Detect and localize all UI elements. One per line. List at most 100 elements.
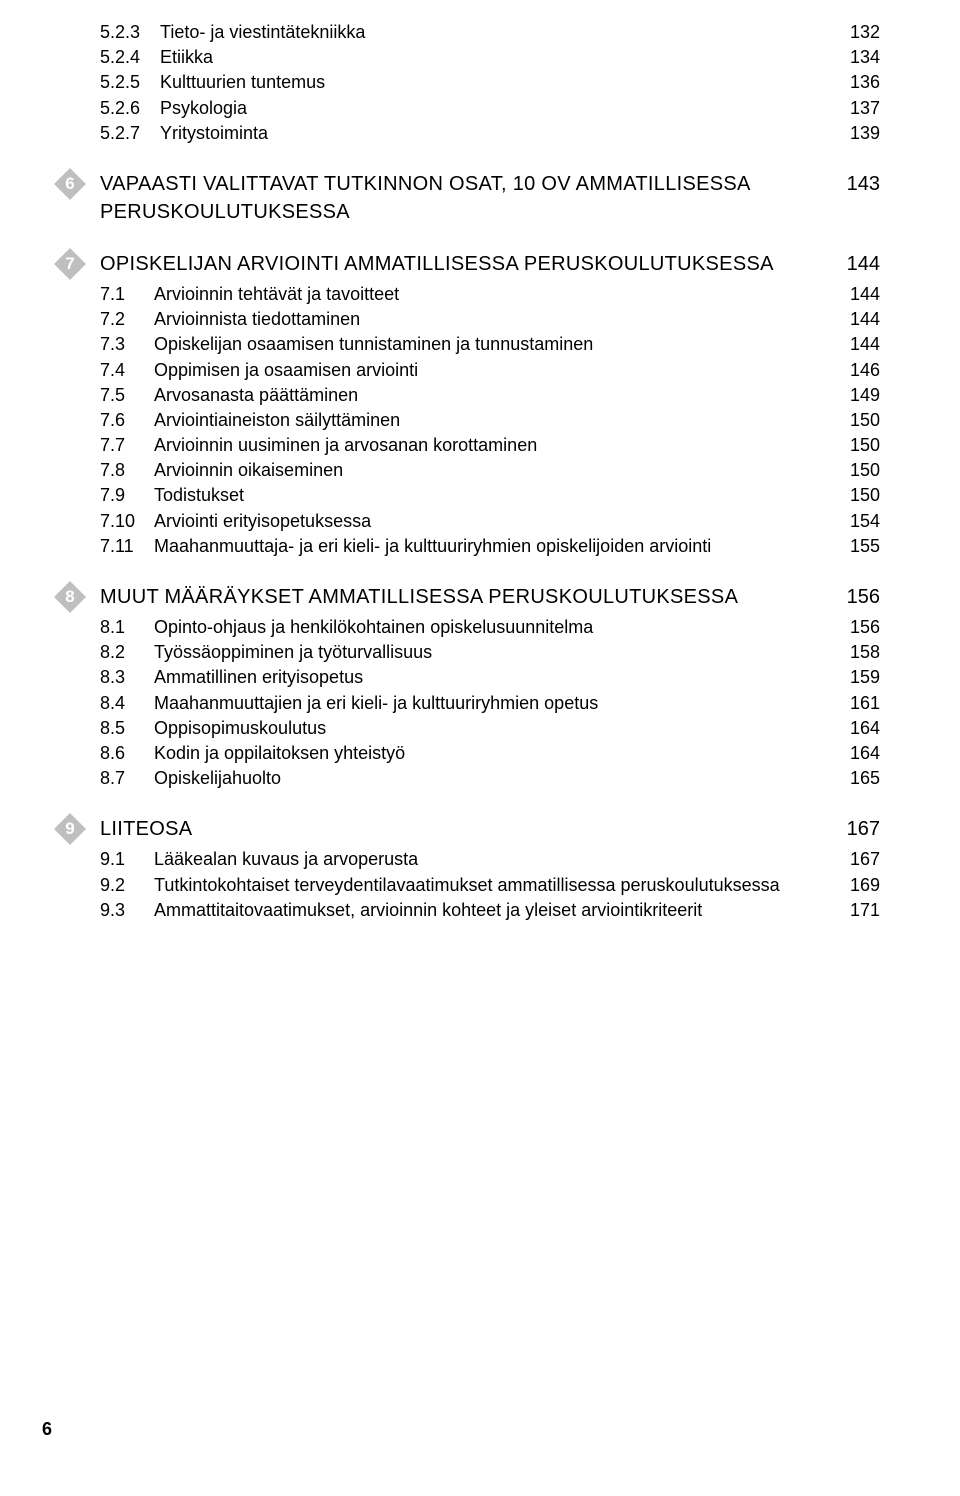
toc-title-label: MUUT MÄÄRÄYKSET AMMATILLISESSA PERUSKOUL… <box>100 583 738 611</box>
toc-item-number: 7.3 <box>100 332 154 357</box>
toc-item-number: 5.2.4 <box>100 45 160 70</box>
toc-item-page: 155 <box>840 534 880 559</box>
toc-item-number: 7.8 <box>100 458 154 483</box>
toc-title-page: 156 <box>840 583 880 611</box>
toc-title-label: VAPAASTI VALITTAVAT TUTKINNON OSAT, 10 O… <box>100 170 840 226</box>
toc-item-label: Maahanmuuttajien ja eri kieli- ja kulttu… <box>154 691 598 716</box>
toc-item: 7.5Arvosanasta päättäminen149 <box>100 383 880 408</box>
toc-item-page: 154 <box>840 509 880 534</box>
toc-item-number: 5.2.3 <box>100 20 160 45</box>
toc-item-page: 150 <box>840 483 880 508</box>
toc-item: 8.6Kodin ja oppilaitoksen yhteistyö 164 <box>100 741 880 766</box>
toc-item-number: 5.2.6 <box>100 96 160 121</box>
toc-item-page: 169 <box>840 873 880 898</box>
toc-item: 7.8Arvioinnin oikaiseminen150 <box>100 458 880 483</box>
toc-item-page: 171 <box>840 898 880 923</box>
toc-item-label: Arvioinnista tiedottaminen <box>154 307 360 332</box>
toc-item: 7.9Todistukset150 <box>100 483 880 508</box>
toc-item-number: 7.5 <box>100 383 154 408</box>
toc-item-number: 8.5 <box>100 716 154 741</box>
toc-item-number: 9.2 <box>100 873 154 898</box>
toc-item-label: Oppisopimuskoulutus <box>154 716 326 741</box>
toc-item-page: 144 <box>840 332 880 357</box>
toc-item-label: Arvioinnin uusiminen ja arvosanan korott… <box>154 433 537 458</box>
toc-item-page: 137 <box>840 96 880 121</box>
toc-item-page: 132 <box>840 20 880 45</box>
toc-item: 8.4Maahanmuuttajien ja eri kieli- ja kul… <box>100 691 880 716</box>
toc-item: 5.2.5Kulttuurien tuntemus136 <box>100 70 880 95</box>
toc-item: 5.2.7Yritystoiminta139 <box>100 121 880 146</box>
toc-item: 8.7Opiskelijahuolto165 <box>100 766 880 791</box>
toc-item-label: Opinto-ohjaus ja henkilökohtainen opiske… <box>154 615 593 640</box>
toc-title-label: LIITEOSA <box>100 815 192 843</box>
toc-item: 7.3Opiskelijan osaamisen tunnistaminen j… <box>100 332 880 357</box>
toc-item-number: 7.1 <box>100 282 154 307</box>
toc-item-page: 165 <box>840 766 880 791</box>
toc-item-label: Ammatillinen erityisopetus <box>154 665 363 690</box>
toc-item-page: 164 <box>840 741 880 766</box>
toc-section-title: VAPAASTI VALITTAVAT TUTKINNON OSAT, 10 O… <box>100 170 880 226</box>
toc-item-number: 5.2.5 <box>100 70 160 95</box>
toc-item-number: 7.2 <box>100 307 154 332</box>
toc-section: 7OPISKELIJAN ARVIOINTI AMMATILLISESSA PE… <box>100 250 880 559</box>
toc-item-label: Arvioinnin tehtävät ja tavoitteet <box>154 282 399 307</box>
toc-item: 7.10Arviointi erityisopetuksessa 154 <box>100 509 880 534</box>
toc-item-label: Lääkealan kuvaus ja arvoperusta <box>154 847 418 872</box>
toc-title-page: 143 <box>840 170 880 198</box>
toc-item: 7.1Arvioinnin tehtävät ja tavoitteet 144 <box>100 282 880 307</box>
toc-item-label: Kodin ja oppilaitoksen yhteistyö <box>154 741 405 766</box>
toc-item-page: 164 <box>840 716 880 741</box>
toc-item: 9.3Ammattitaitovaatimukset, arvioinnin k… <box>100 898 880 923</box>
toc-item-label: Opiskelijan osaamisen tunnistaminen ja t… <box>154 332 593 357</box>
toc-item-page: 139 <box>840 121 880 146</box>
toc-item-label: Maahanmuuttaja- ja eri kieli- ja kulttuu… <box>154 534 711 559</box>
toc-item-number: 7.7 <box>100 433 154 458</box>
toc-item-page: 161 <box>840 691 880 716</box>
toc-item-label: Todistukset <box>154 483 244 508</box>
toc-item-page: 167 <box>840 847 880 872</box>
toc-section: 8MUUT MÄÄRÄYKSET AMMATILLISESSA PERUSKOU… <box>100 583 880 791</box>
toc-item-number: 8.4 <box>100 691 154 716</box>
toc-item-label: Arviointiaineiston säilyttäminen <box>154 408 400 433</box>
toc-section-title: OPISKELIJAN ARVIOINTI AMMATILLISESSA PER… <box>100 250 880 278</box>
toc-item-number: 9.1 <box>100 847 154 872</box>
chapter-marker-icon: 6 <box>52 166 88 202</box>
toc-item-number: 8.6 <box>100 741 154 766</box>
toc-item-number: 8.1 <box>100 615 154 640</box>
toc-item-page: 150 <box>840 408 880 433</box>
toc-item-label: Arviointi erityisopetuksessa <box>154 509 371 534</box>
toc-item-number: 9.3 <box>100 898 154 923</box>
toc-item: 5.2.6Psykologia 137 <box>100 96 880 121</box>
toc-section-title: LIITEOSA167 <box>100 815 880 843</box>
toc-title-label: OPISKELIJAN ARVIOINTI AMMATILLISESSA PER… <box>100 250 774 278</box>
toc-item-number: 8.3 <box>100 665 154 690</box>
toc-item-label: Tieto- ja viestintätekniikka <box>160 20 365 45</box>
toc-item-label: Tutkintokohtaiset terveydentilavaatimuks… <box>154 873 780 898</box>
toc-item: 7.7Arvioinnin uusiminen ja arvosanan kor… <box>100 433 880 458</box>
toc-item: 9.2Tutkintokohtaiset terveydentilavaatim… <box>100 873 880 898</box>
toc-item-label: Työssäoppiminen ja työturvallisuus <box>154 640 432 665</box>
toc-item-label: Oppimisen ja osaamisen arviointi <box>154 358 418 383</box>
toc-item-page: 134 <box>840 45 880 70</box>
page-number: 6 <box>42 1419 52 1440</box>
toc-item-page: 156 <box>840 615 880 640</box>
toc-item-number: 8.2 <box>100 640 154 665</box>
chapter-marker-icon: 9 <box>52 811 88 847</box>
toc-item-label: Ammattitaitovaatimukset, arvioinnin koht… <box>154 898 702 923</box>
toc-item-number: 7.4 <box>100 358 154 383</box>
toc-item-page: 144 <box>840 282 880 307</box>
toc-item: 7.6Arviointiaineiston säilyttäminen 150 <box>100 408 880 433</box>
toc-item-number: 7.10 <box>100 509 154 534</box>
toc-item-page: 144 <box>840 307 880 332</box>
toc-item-label: Psykologia <box>160 96 247 121</box>
toc-item: 5.2.3Tieto- ja viestintätekniikka 132 <box>100 20 880 45</box>
toc-section-title: MUUT MÄÄRÄYKSET AMMATILLISESSA PERUSKOUL… <box>100 583 880 611</box>
toc-item-page: 158 <box>840 640 880 665</box>
chapter-marker-icon: 8 <box>52 579 88 615</box>
toc-item: 8.5Oppisopimuskoulutus 164 <box>100 716 880 741</box>
toc-item-page: 150 <box>840 433 880 458</box>
toc-item-number: 7.6 <box>100 408 154 433</box>
toc-section: 9LIITEOSA1679.1Lääkealan kuvaus ja arvop… <box>100 815 880 923</box>
toc-item-label: Etiikka <box>160 45 213 70</box>
toc-item-page: 149 <box>840 383 880 408</box>
